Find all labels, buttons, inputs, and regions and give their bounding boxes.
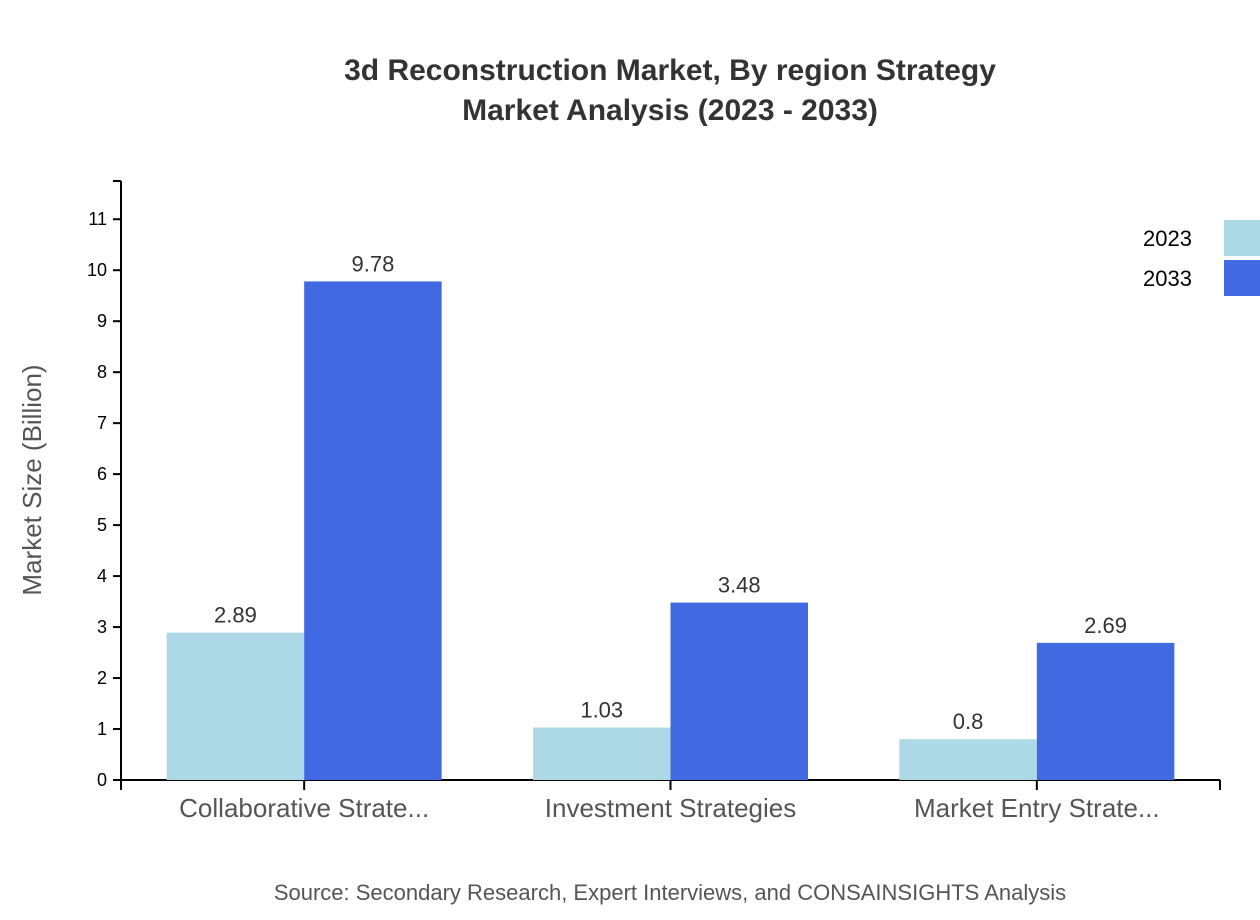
y-tick-label: 4 (97, 566, 107, 586)
y-tick-label: 7 (97, 413, 107, 433)
y-tick-label: 0 (97, 770, 107, 790)
y-tick-label: 1 (97, 719, 107, 739)
data-label: 3.48 (718, 573, 761, 598)
chart-title-line-2: Market Analysis (2023 - 2033) (462, 94, 878, 127)
x-tick-label: Investment Strategies (545, 793, 796, 823)
x-tick-label: Collaborative Strate... (179, 793, 429, 823)
bar-2023 (533, 727, 671, 780)
data-label: 9.78 (352, 251, 395, 276)
data-label: 2.89 (214, 603, 257, 628)
y-axis-label: Market Size (Billion) (17, 364, 47, 595)
legend-swatch (1224, 260, 1260, 296)
y-tick-label: 8 (97, 362, 107, 382)
source-note: Source: Secondary Research, Expert Inter… (274, 880, 1066, 905)
bar-2023 (166, 632, 305, 780)
y-tick-label: 9 (97, 311, 107, 331)
legend-label: 2033 (1143, 266, 1192, 291)
plot-area: 0 1 2 3 4 5 6 7 8 9 10 11 Collaborative Strate... 2.8… (87, 180, 1221, 823)
y-tick-label: 5 (97, 515, 107, 535)
y-tick-label: 10 (87, 260, 107, 280)
legend-label: 2023 (1143, 226, 1192, 251)
legend: 2023 2033 (1143, 220, 1260, 296)
bar-2033 (670, 602, 808, 780)
chart-title-line-1: 3d Reconstruction Market, By region Stra… (344, 54, 996, 87)
data-label: 2.69 (1084, 613, 1127, 638)
y-tick-label: 11 (88, 209, 107, 229)
y-tick-label: 2 (97, 668, 107, 688)
bar-2033 (1036, 642, 1175, 780)
y-tick-label: 3 (97, 617, 107, 637)
bar-2033 (304, 281, 442, 780)
x-tick-label: Market Entry Strate... (914, 793, 1160, 823)
data-label: 1.03 (580, 697, 623, 722)
bar-2023 (899, 739, 1037, 780)
legend-swatch (1224, 220, 1260, 256)
y-tick-label: 6 (97, 464, 107, 484)
data-label: 0.8 (953, 709, 984, 734)
